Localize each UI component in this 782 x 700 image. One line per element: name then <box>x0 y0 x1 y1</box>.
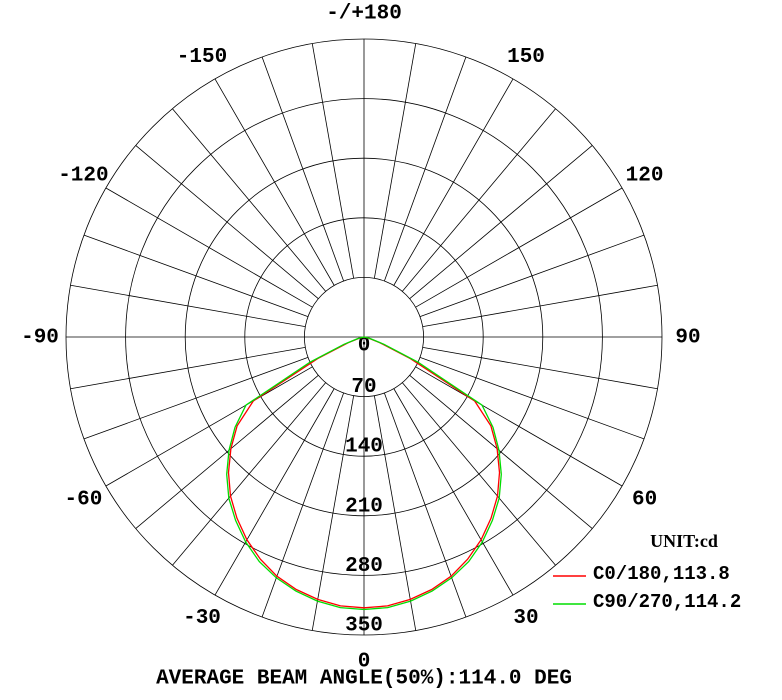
angle-tick-label: 30 <box>513 607 538 630</box>
legend-label: C90/270,114.2 <box>593 591 741 613</box>
angle-tick-label: 120 <box>626 165 664 188</box>
series-line <box>227 336 501 609</box>
spoke <box>70 284 306 328</box>
r-tick-label: 280 <box>345 555 383 578</box>
spoke <box>105 187 313 308</box>
spoke <box>402 108 556 292</box>
chart-title: AVERAGE BEAM ANGLE(50%):114.0 DEG <box>156 668 572 691</box>
spoke <box>172 108 326 292</box>
spoke <box>419 357 645 440</box>
spoke <box>422 346 658 390</box>
spoke <box>409 145 593 299</box>
spoke <box>419 234 645 317</box>
angle-tick-label: -60 <box>65 489 103 512</box>
legend-label: C0/180,113.8 <box>593 563 730 585</box>
spoke <box>261 56 344 282</box>
angle-tick-label: -150 <box>177 46 227 69</box>
r-tick-label: 210 <box>345 495 383 518</box>
spoke <box>409 375 593 529</box>
spoke <box>373 43 417 279</box>
r-tick-label: 0 <box>358 335 371 358</box>
spoke <box>384 392 467 618</box>
r-tick-label: 140 <box>345 436 383 459</box>
spoke <box>373 395 417 631</box>
spoke <box>83 234 309 317</box>
spoke <box>135 375 319 529</box>
spoke <box>261 392 344 618</box>
spoke <box>311 43 355 279</box>
spoke <box>415 366 623 487</box>
spoke <box>172 382 326 566</box>
spoke <box>83 357 309 440</box>
angle-tick-label: -120 <box>58 165 108 188</box>
angle-tick-label: -30 <box>183 607 221 630</box>
legend-title: UNIT:cd <box>650 531 718 551</box>
angle-tick-label: -/+180 <box>326 3 402 26</box>
r-tick-label: 70 <box>351 376 376 399</box>
angle-tick-label: 90 <box>675 327 700 350</box>
spoke <box>70 346 306 390</box>
spoke <box>393 78 514 286</box>
spoke <box>402 382 556 566</box>
angle-tick-label: 60 <box>632 489 657 512</box>
series-line <box>226 336 502 611</box>
spoke <box>105 366 313 487</box>
spoke <box>135 145 319 299</box>
spoke <box>415 187 623 308</box>
spoke <box>384 56 467 282</box>
spoke <box>422 284 658 328</box>
spoke <box>214 388 335 596</box>
r-tick-label: 350 <box>345 615 383 638</box>
angle-tick-label: 150 <box>507 46 545 69</box>
angle-tick-label: -90 <box>21 327 59 350</box>
spoke <box>393 388 514 596</box>
angle-tick-label: 0 <box>358 651 371 674</box>
spoke <box>311 395 355 631</box>
spoke <box>214 78 335 286</box>
